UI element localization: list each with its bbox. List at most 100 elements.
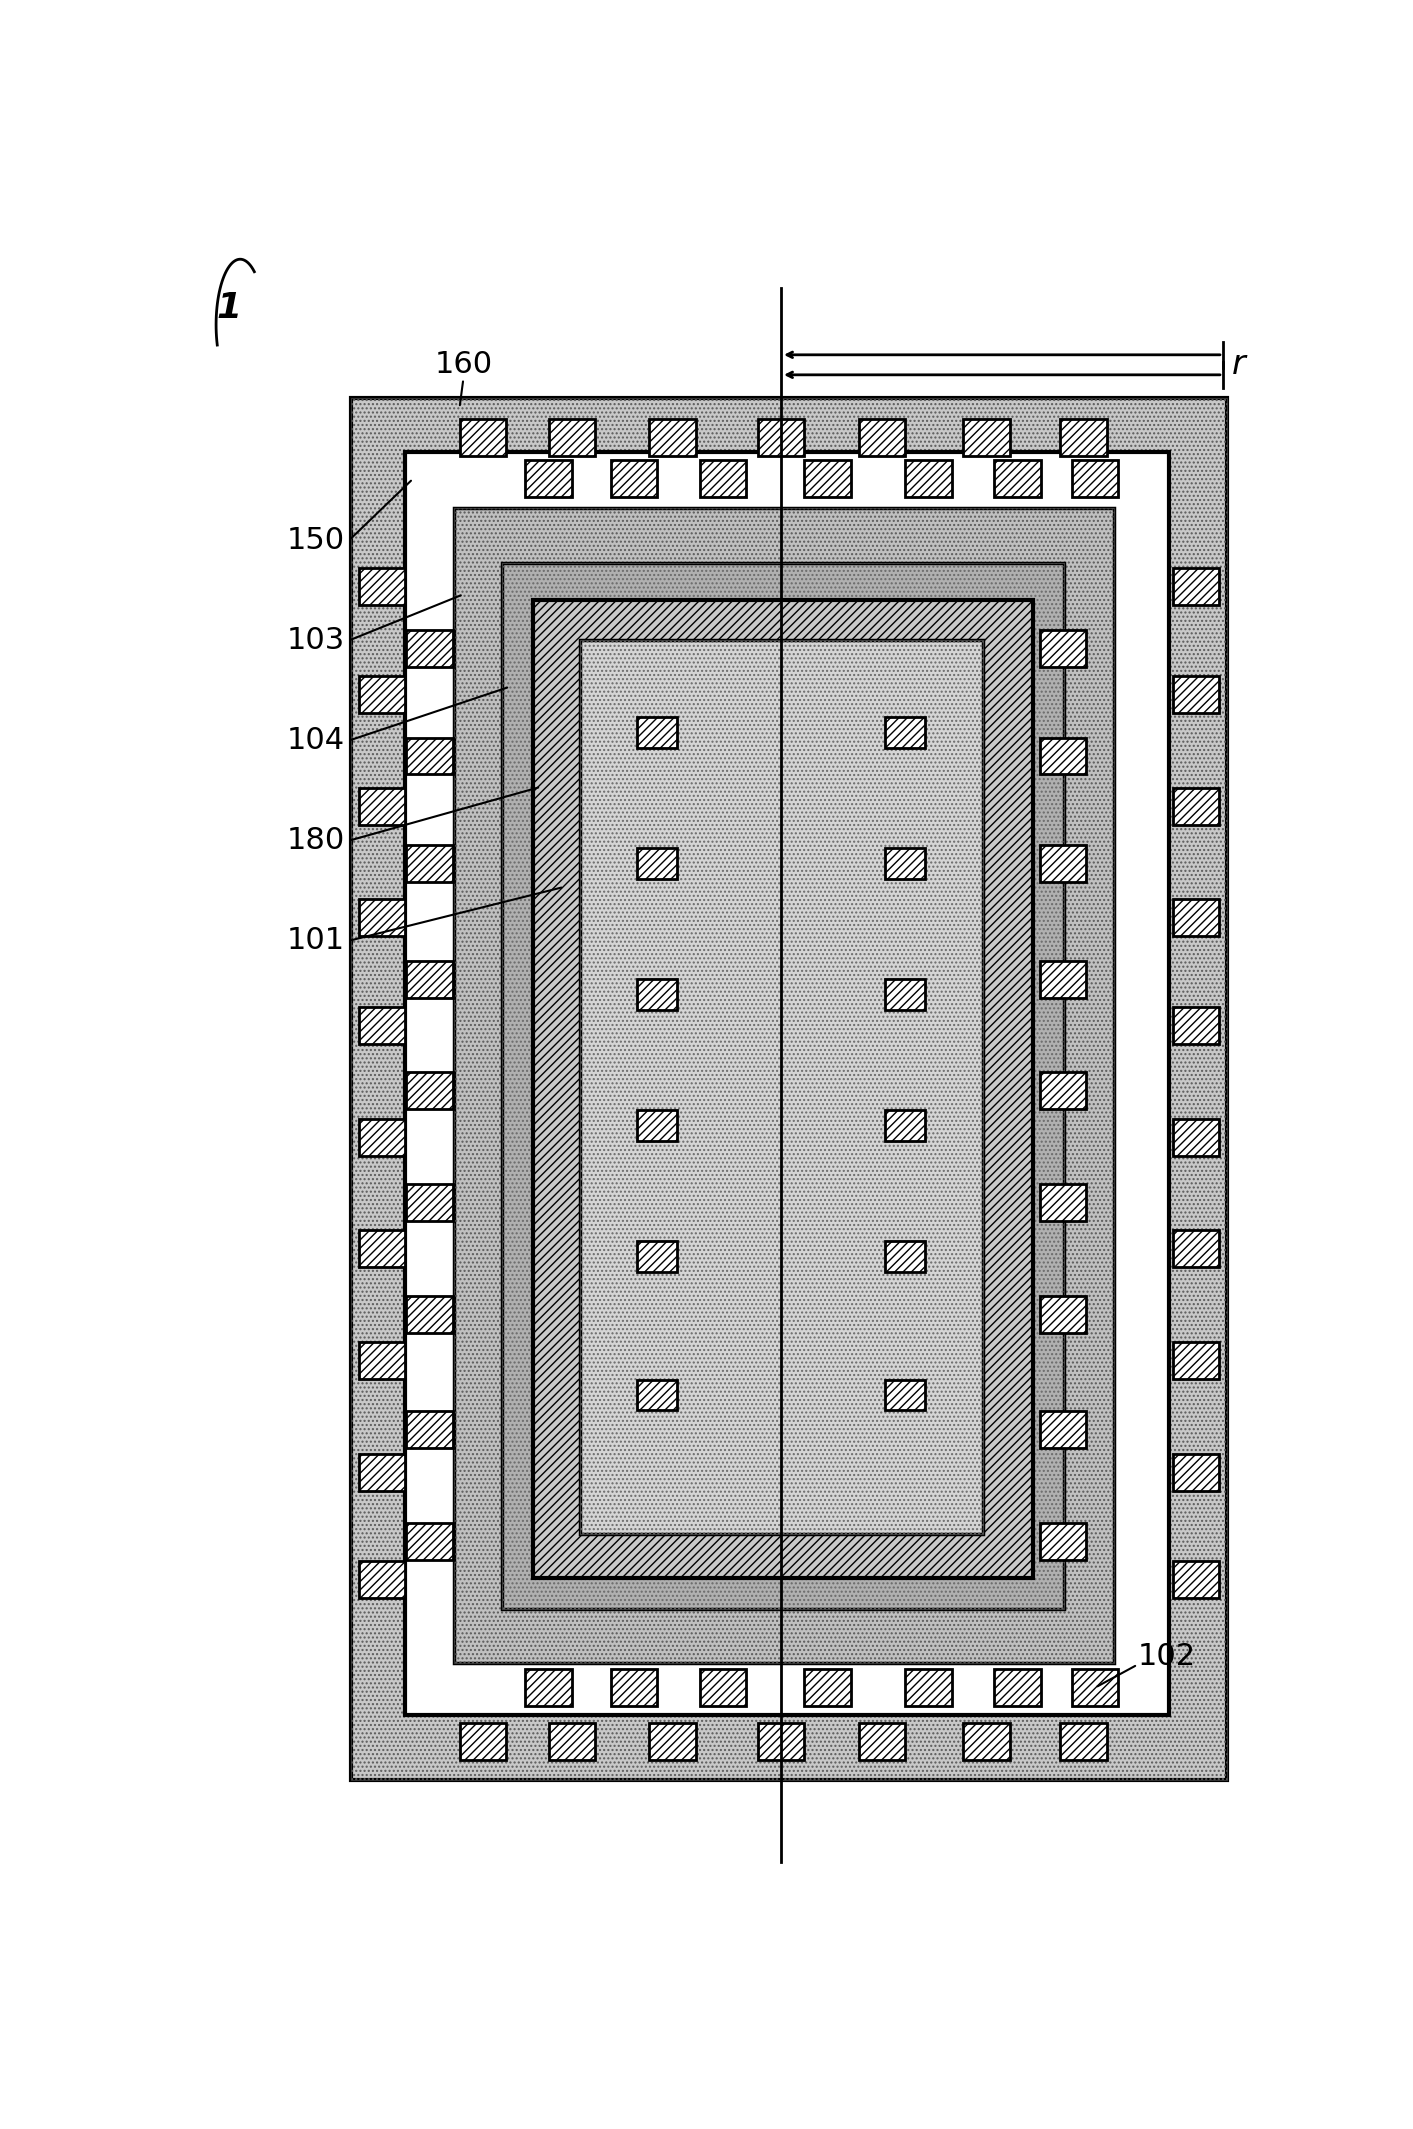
Text: 103: 103	[287, 626, 345, 656]
Bar	[533, 600, 1033, 1578]
Bar	[885, 979, 926, 1009]
Bar	[650, 419, 695, 456]
Bar	[757, 419, 804, 456]
Bar	[699, 460, 746, 498]
Bar	[406, 1412, 452, 1448]
Bar	[637, 847, 677, 879]
Bar	[359, 1561, 406, 1599]
Bar	[1173, 1231, 1219, 1267]
Bar	[359, 675, 406, 713]
Bar	[359, 788, 406, 824]
Bar	[995, 460, 1041, 498]
Bar	[1173, 568, 1219, 605]
Bar	[885, 1380, 926, 1412]
Bar	[579, 641, 982, 1533]
Bar	[406, 1522, 452, 1561]
Bar	[359, 568, 406, 605]
Bar	[1173, 1118, 1219, 1156]
Bar	[699, 1669, 746, 1705]
Bar	[406, 737, 452, 775]
Bar	[1060, 419, 1106, 456]
Bar	[1173, 1341, 1219, 1380]
Bar	[359, 568, 406, 605]
Bar	[548, 1722, 595, 1761]
Bar	[964, 419, 1010, 456]
Bar	[359, 898, 406, 937]
Bar	[650, 1722, 695, 1761]
Bar	[454, 509, 1115, 1663]
Bar	[610, 1669, 657, 1705]
Bar	[1173, 1341, 1219, 1380]
Bar	[406, 960, 452, 999]
Bar	[885, 717, 926, 747]
Bar	[995, 1669, 1041, 1705]
Bar	[1173, 1007, 1219, 1043]
Bar	[995, 1669, 1041, 1705]
Bar	[804, 1669, 851, 1705]
Bar	[885, 1109, 926, 1141]
Bar	[906, 1669, 951, 1705]
Bar	[526, 1669, 572, 1705]
Bar	[406, 960, 452, 999]
Bar	[406, 1184, 452, 1222]
Bar	[906, 460, 951, 498]
Bar	[406, 737, 452, 775]
Bar	[1173, 1454, 1219, 1490]
Bar	[1040, 737, 1087, 775]
Bar	[406, 1522, 452, 1561]
Bar	[610, 1669, 657, 1705]
Bar	[650, 419, 695, 456]
Bar	[1173, 675, 1219, 713]
Bar	[637, 979, 677, 1009]
Bar	[1173, 788, 1219, 824]
Text: 101: 101	[287, 926, 345, 956]
Bar	[406, 845, 452, 881]
Bar	[459, 419, 506, 456]
Bar	[359, 1118, 406, 1156]
Bar	[350, 398, 1226, 1780]
Bar	[579, 641, 982, 1533]
Bar	[885, 979, 926, 1009]
Bar	[1040, 960, 1087, 999]
Bar	[548, 419, 595, 456]
Bar	[359, 1231, 406, 1267]
Bar	[1040, 845, 1087, 881]
Bar	[1071, 460, 1118, 498]
Bar	[1040, 1522, 1087, 1561]
Bar	[906, 1669, 951, 1705]
Bar	[502, 564, 1064, 1610]
Bar	[859, 419, 906, 456]
Bar	[637, 1109, 677, 1141]
Bar	[406, 1073, 452, 1109]
Bar	[1040, 737, 1087, 775]
Bar	[610, 460, 657, 498]
Bar	[359, 1341, 406, 1380]
Bar	[859, 419, 906, 456]
Bar	[459, 1722, 506, 1761]
Bar	[804, 1669, 851, 1705]
Bar	[906, 460, 951, 498]
Text: 104: 104	[287, 726, 345, 756]
Bar	[359, 1007, 406, 1043]
Text: 180: 180	[287, 826, 345, 856]
Bar	[459, 1722, 506, 1761]
Bar	[359, 675, 406, 713]
Bar	[1040, 1297, 1087, 1333]
Bar	[359, 1561, 406, 1599]
Bar	[637, 1109, 677, 1141]
Bar	[406, 1412, 452, 1448]
Bar	[804, 460, 851, 498]
Bar	[757, 1722, 804, 1761]
Bar	[1173, 1118, 1219, 1156]
Bar	[964, 1722, 1010, 1761]
Bar	[1173, 675, 1219, 713]
Bar	[1040, 1412, 1087, 1448]
Bar	[637, 1241, 677, 1271]
Bar	[1040, 1073, 1087, 1109]
Bar	[359, 898, 406, 937]
Bar	[885, 717, 926, 747]
Bar	[1173, 898, 1219, 937]
Text: 1: 1	[216, 292, 242, 326]
Bar	[699, 460, 746, 498]
Bar	[359, 1118, 406, 1156]
